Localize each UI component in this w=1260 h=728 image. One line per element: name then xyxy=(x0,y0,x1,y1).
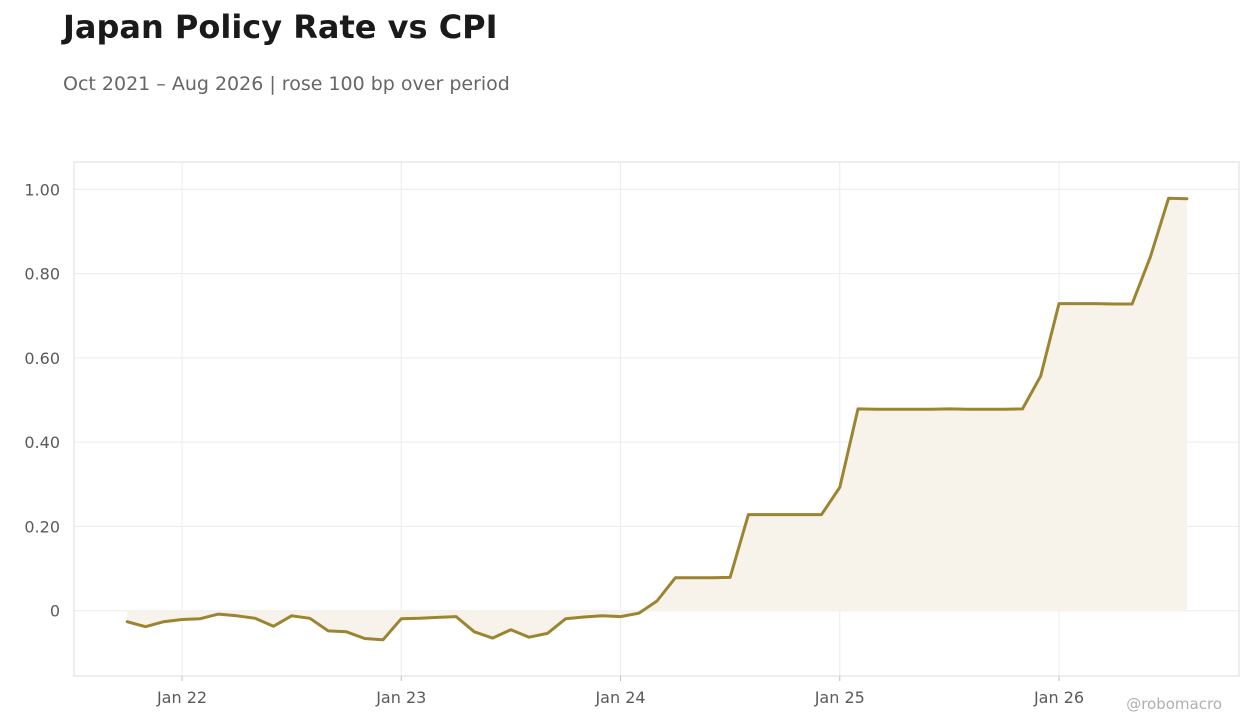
y-tick-label: 0 xyxy=(50,602,60,621)
x-tick-label: Jan 23 xyxy=(375,688,426,707)
x-axis-labels: Jan 22 Jan 23 Jan 24 Jan 25 Jan 26 xyxy=(156,688,1084,707)
y-axis-labels: 0 0.20 0.40 0.60 0.80 1.00 xyxy=(24,180,60,620)
y-tick-label: 0.60 xyxy=(24,349,60,368)
plot-frame xyxy=(73,161,1240,677)
watermark: @robomacro xyxy=(1126,695,1222,713)
area-fill xyxy=(127,198,1187,640)
x-tick-label: Jan 25 xyxy=(814,688,865,707)
y-tick-label: 1.00 xyxy=(24,180,60,199)
y-tick-label: 0.40 xyxy=(24,433,60,452)
series-line xyxy=(125,196,1189,642)
x-tick-label: Jan 22 xyxy=(156,688,207,707)
x-tick-label: Jan 24 xyxy=(594,688,645,707)
chart-subtitle: Oct 2021 – Aug 2026 | rose 100 bp over p… xyxy=(63,73,510,95)
y-tick-label: 0.20 xyxy=(24,517,60,536)
x-tick-label: Jan 26 xyxy=(1033,688,1084,707)
y-tick-label: 0.80 xyxy=(24,265,60,284)
chart-title: Japan Policy Rate vs CPI xyxy=(63,8,498,46)
